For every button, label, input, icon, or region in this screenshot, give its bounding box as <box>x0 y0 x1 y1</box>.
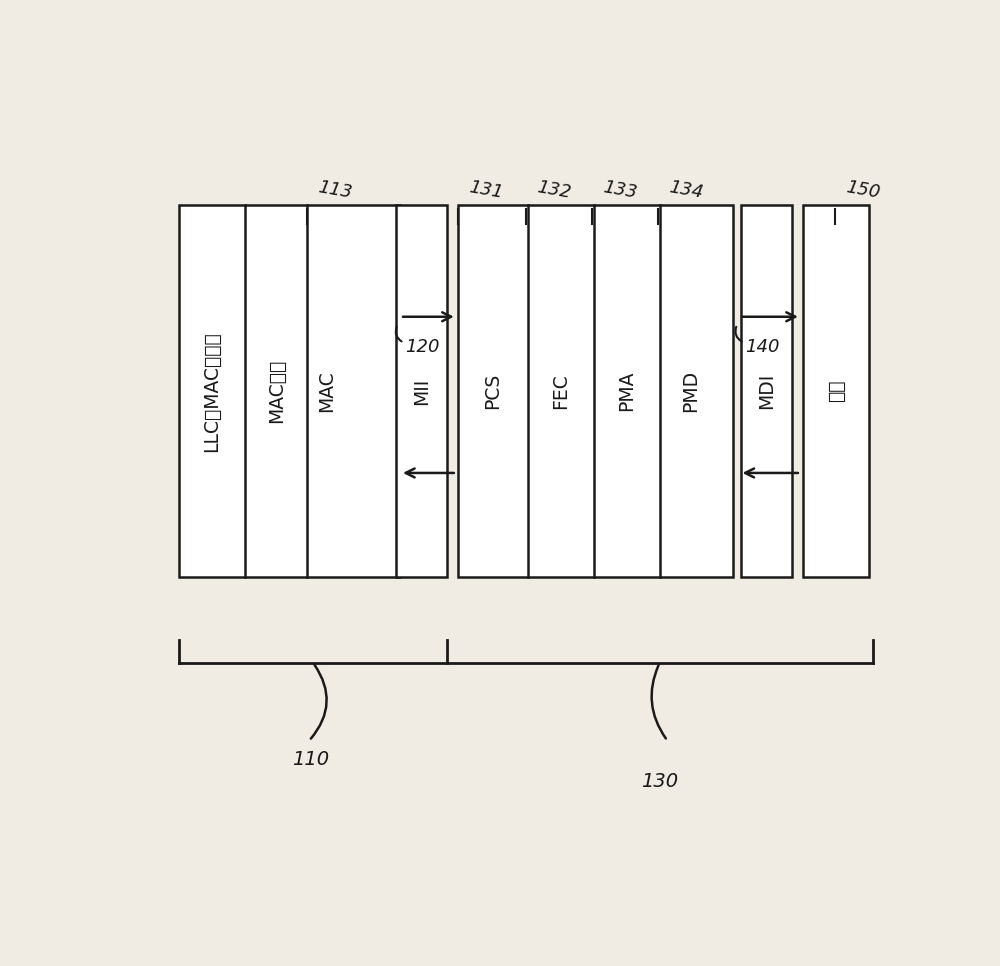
Text: 150: 150 <box>844 178 881 202</box>
Text: MDI: MDI <box>757 373 776 410</box>
Text: MAC控制: MAC控制 <box>267 359 286 423</box>
Text: LLC或MAC用户端: LLC或MAC用户端 <box>202 330 221 451</box>
Text: 110: 110 <box>292 750 330 769</box>
Text: 130: 130 <box>641 772 678 791</box>
Bar <box>179 205 400 577</box>
Text: 133: 133 <box>602 178 639 202</box>
Bar <box>741 205 792 577</box>
Text: 113: 113 <box>316 178 354 202</box>
Text: 120: 120 <box>406 337 440 355</box>
Text: PMD: PMD <box>681 370 700 412</box>
Bar <box>803 205 869 577</box>
Text: 134: 134 <box>668 178 705 202</box>
Text: 媒体: 媒体 <box>827 380 846 403</box>
Bar <box>396 205 447 577</box>
Text: FEC: FEC <box>551 373 570 409</box>
Text: MII: MII <box>412 378 431 405</box>
Text: 140: 140 <box>745 337 780 355</box>
Text: PMA: PMA <box>617 371 636 412</box>
Text: 131: 131 <box>468 178 505 202</box>
Bar <box>458 205 733 577</box>
Text: PCS: PCS <box>484 373 503 410</box>
Text: MAC: MAC <box>317 370 336 412</box>
Text: 132: 132 <box>536 178 573 202</box>
